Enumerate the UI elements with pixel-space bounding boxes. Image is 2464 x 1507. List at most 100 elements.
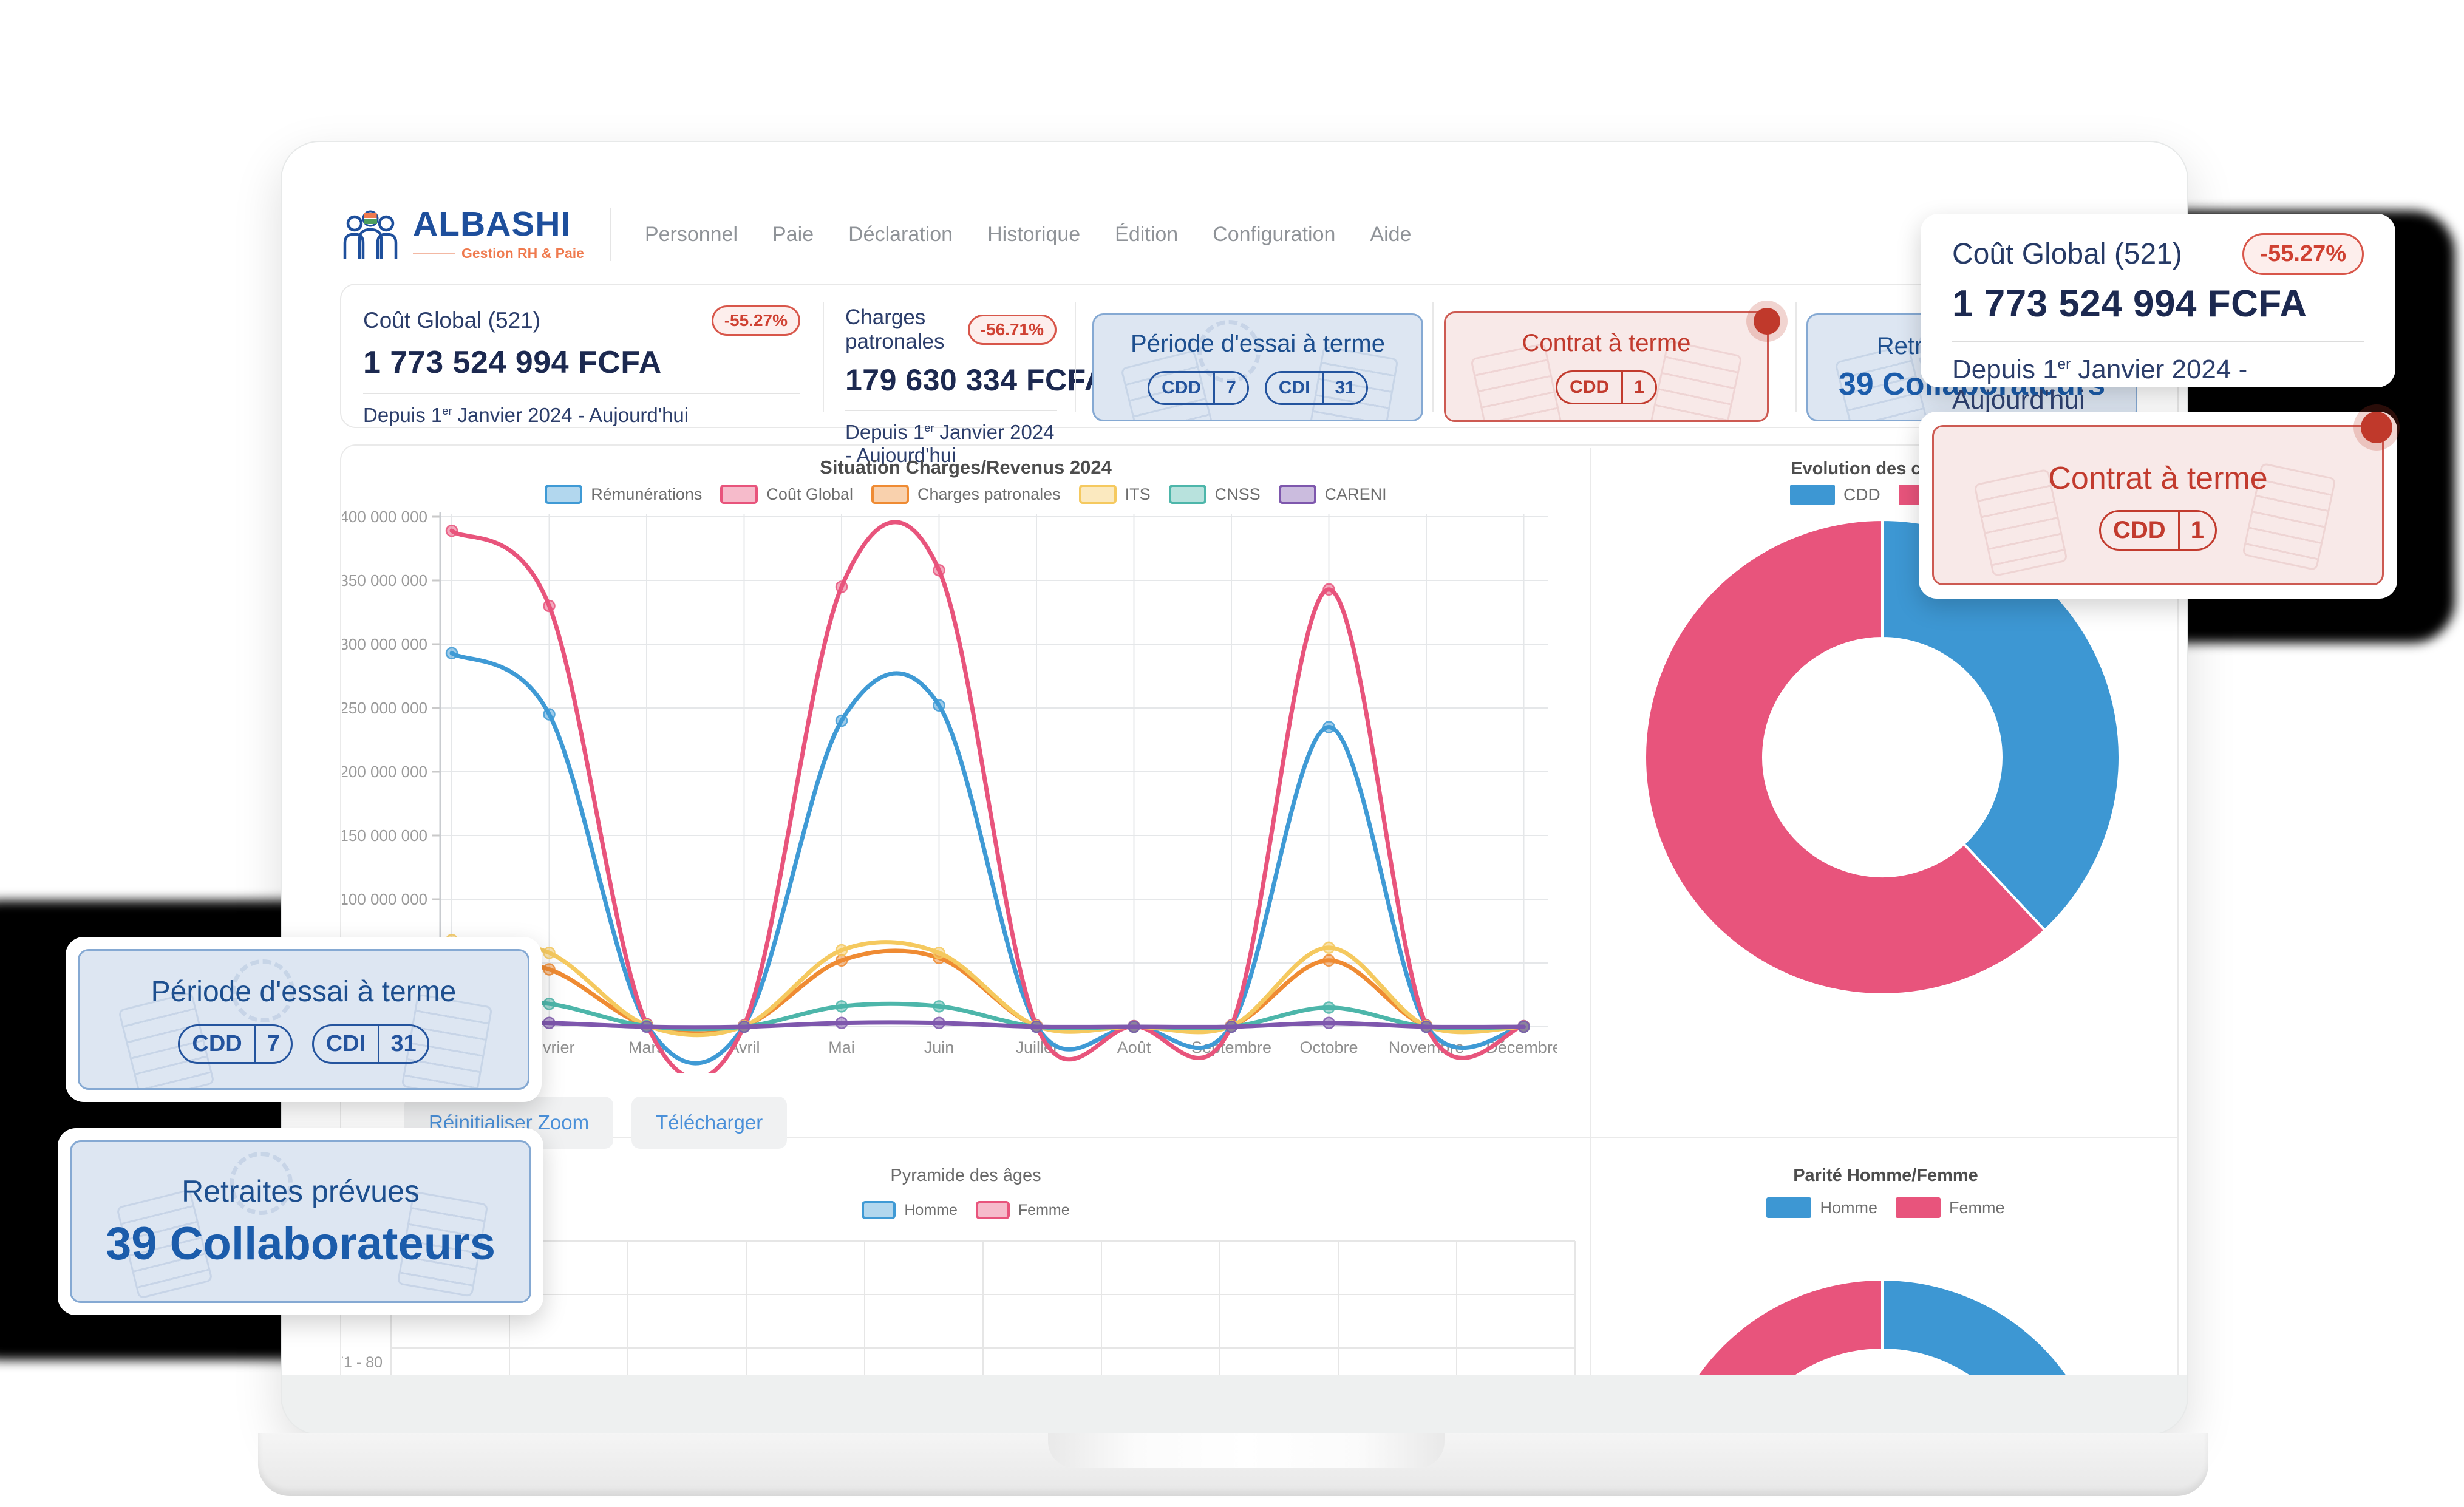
cdd-pill: CDD 7 xyxy=(178,1024,293,1064)
card-title: Période d'essai à terme xyxy=(151,976,457,1008)
legend-swatch xyxy=(1896,1197,1941,1218)
doodle-gear xyxy=(231,959,294,1022)
callout-title: Coût Global (521) xyxy=(1952,238,2182,270)
line-chart-title: Situation Charges/Revenus 2024 xyxy=(820,457,1112,478)
cdi-pill: CDI 31 xyxy=(1264,370,1368,405)
notification-dot xyxy=(1754,308,1780,335)
callout-periode-essai: Période d'essai à terme CDD 7 CDI 31 xyxy=(66,937,542,1102)
stat-period: Depuis 1er Janvier 2024 - Aujourd'hui xyxy=(845,421,1055,466)
svg-text:200 000 000: 200 000 000 xyxy=(342,763,427,781)
cdd-pill: CDD 1 xyxy=(2099,509,2217,551)
legend-charges-patronales[interactable]: Charges patronales xyxy=(871,485,1061,504)
stats-strip: Coût Global (521) -55.27% 1 773 524 994 … xyxy=(340,284,2179,466)
stat-charges-patronales: Charges patronales -56.71% 179 630 334 F… xyxy=(845,305,1107,467)
legend-swatch xyxy=(1078,485,1117,504)
legend-homme[interactable]: Homme xyxy=(862,1201,958,1219)
card-title: Contrat à terme xyxy=(2048,460,2268,496)
laptop-base xyxy=(258,1433,2208,1496)
svg-text:Octobre: Octobre xyxy=(1299,1038,1358,1056)
legend-swatch xyxy=(545,485,583,504)
charts-panel: Situation Charges/Revenus 2024 Rémunérat… xyxy=(340,444,2179,1375)
legend-swatch xyxy=(862,1201,896,1219)
stat-value: 179 630 334 FCFA xyxy=(845,363,1107,397)
nav-menu: Personnel Paie Déclaration Historique Éd… xyxy=(645,223,1412,247)
callout-retraites: Retraites prévues 39 Collaborateurs xyxy=(58,1128,543,1315)
callout-contrat-a-terme: Contrat à terme CDD 1 xyxy=(1919,412,2397,599)
legend-swatch xyxy=(1168,485,1206,504)
svg-text:100 000 000: 100 000 000 xyxy=(342,890,427,908)
cdi-pill: CDI 31 xyxy=(311,1024,429,1064)
legend-its[interactable]: ITS xyxy=(1078,485,1151,504)
people-icon xyxy=(343,210,398,259)
situation-line-chart[interactable]: 400 000 000 350 000 000 300 000 000 250 000… xyxy=(342,499,1557,1073)
stat-delta-badge: -56.71% xyxy=(967,315,1057,345)
svg-text:71 - 80: 71 - 80 xyxy=(342,1354,383,1371)
nav-item-declaration[interactable]: Déclaration xyxy=(848,222,953,246)
divider xyxy=(845,410,1057,411)
parite-legend: Homme Femme xyxy=(1591,1197,2180,1218)
legend-cout-global[interactable]: Coût Global xyxy=(720,485,853,504)
divider xyxy=(363,393,800,394)
callout-delta-badge: -55.27% xyxy=(2242,233,2364,275)
laptop-frame: ALBASHI Gestion RH & Paie Personnel Paie… xyxy=(281,141,2188,1435)
svg-text:400 000 000: 400 000 000 xyxy=(342,508,427,526)
nav-item-personnel[interactable]: Personnel xyxy=(644,222,738,246)
svg-text:350 000 000: 350 000 000 xyxy=(342,571,427,590)
legend-swatch xyxy=(871,485,909,504)
nav-item-historique[interactable]: Historique xyxy=(987,222,1081,246)
nav-item-edition[interactable]: Édition xyxy=(1115,222,1179,246)
doodle-gear xyxy=(230,1152,293,1215)
card-subtitle: 39 Collaborateurs xyxy=(106,1217,495,1270)
callout-value: 1 773 524 994 FCFA xyxy=(1952,283,2307,325)
cdd-pill: CDD 1 xyxy=(1556,370,1657,404)
stat-title: Coût Global (521) xyxy=(363,308,541,333)
divider xyxy=(1795,302,1797,412)
callout-retraites-card[interactable]: Retraites prévues 39 Collaborateurs xyxy=(70,1140,531,1303)
parite-title: Parité Homme/Femme xyxy=(1793,1166,1978,1185)
svg-text:150 000 000: 150 000 000 xyxy=(342,826,427,845)
legend-cnss[interactable]: CNSS xyxy=(1168,485,1261,504)
stat-cout-global: Coût Global (521) -55.27% 1 773 524 994 … xyxy=(363,305,800,427)
chart-actions: Réinitialiser Zoom Télécharger xyxy=(404,1097,788,1149)
callout-period: Depuis 1er Janvier 2024 - Aujourd'hui xyxy=(1952,355,2248,415)
parite-donut-chart[interactable] xyxy=(1655,1278,2110,1375)
pyramide-legend: Homme Femme xyxy=(341,1201,1590,1219)
card-periode-essai[interactable]: Période d'essai à terme CDD 7 CDI 31 xyxy=(1092,313,1423,421)
legend-remunerations[interactable]: Rémunérations xyxy=(545,485,702,504)
cdd-pill: CDD 7 xyxy=(1148,370,1249,405)
card-title: Retraites prévues xyxy=(182,1174,420,1208)
callout-contrat-card[interactable]: Contrat à terme CDD 1 xyxy=(1932,425,2384,585)
card-contrat-a-terme[interactable]: Contrat à terme CDD 1 xyxy=(1444,311,1769,422)
svg-text:Juin: Juin xyxy=(924,1038,955,1056)
nav-item-aide[interactable]: Aide xyxy=(1370,222,1412,246)
svg-text:300 000 000: 300 000 000 xyxy=(342,635,427,653)
legend-swatch xyxy=(1278,485,1316,504)
callout-periode-card[interactable]: Période d'essai à terme CDD 7 CDI 31 xyxy=(78,949,529,1090)
legend-swatch xyxy=(1790,485,1836,505)
divider xyxy=(1432,302,1434,412)
stat-value: 1 773 524 994 FCFA xyxy=(363,345,662,380)
nav-item-configuration[interactable]: Configuration xyxy=(1213,222,1336,246)
card-title: Contrat à terme xyxy=(1522,329,1691,356)
download-button[interactable]: Télécharger xyxy=(631,1097,788,1149)
brand-logo: ALBASHI Gestion RH & Paie xyxy=(341,205,584,264)
legend-homme[interactable]: Homme xyxy=(1766,1197,1877,1218)
nav-item-paie[interactable]: Paie xyxy=(772,222,814,246)
evolution-donut-chart[interactable] xyxy=(1641,515,2124,999)
notification-dot xyxy=(2361,412,2392,443)
legend-careni[interactable]: CARENI xyxy=(1278,485,1387,504)
legend-femme[interactable]: Femme xyxy=(975,1201,1070,1219)
legend-femme[interactable]: Femme xyxy=(1896,1197,2005,1218)
stat-delta-badge: -55.27% xyxy=(711,305,800,336)
legend-cdd[interactable]: CDD xyxy=(1790,485,1880,505)
brand-name: ALBASHI xyxy=(413,205,571,243)
laptop-base-notch xyxy=(1048,1433,1445,1468)
pyramide-title: Pyramide des âges xyxy=(890,1166,1041,1185)
brand-text: ALBASHI Gestion RH & Paie xyxy=(413,207,584,262)
callout-cout-global: Coût Global (521) -55.27% 1 773 524 994 … xyxy=(1921,214,2395,415)
stat-period: Depuis 1er Janvier 2024 - Aujourd'hui xyxy=(363,404,689,426)
legend-swatch xyxy=(975,1201,1010,1219)
divider xyxy=(1952,341,2364,342)
legend-swatch xyxy=(720,485,758,504)
